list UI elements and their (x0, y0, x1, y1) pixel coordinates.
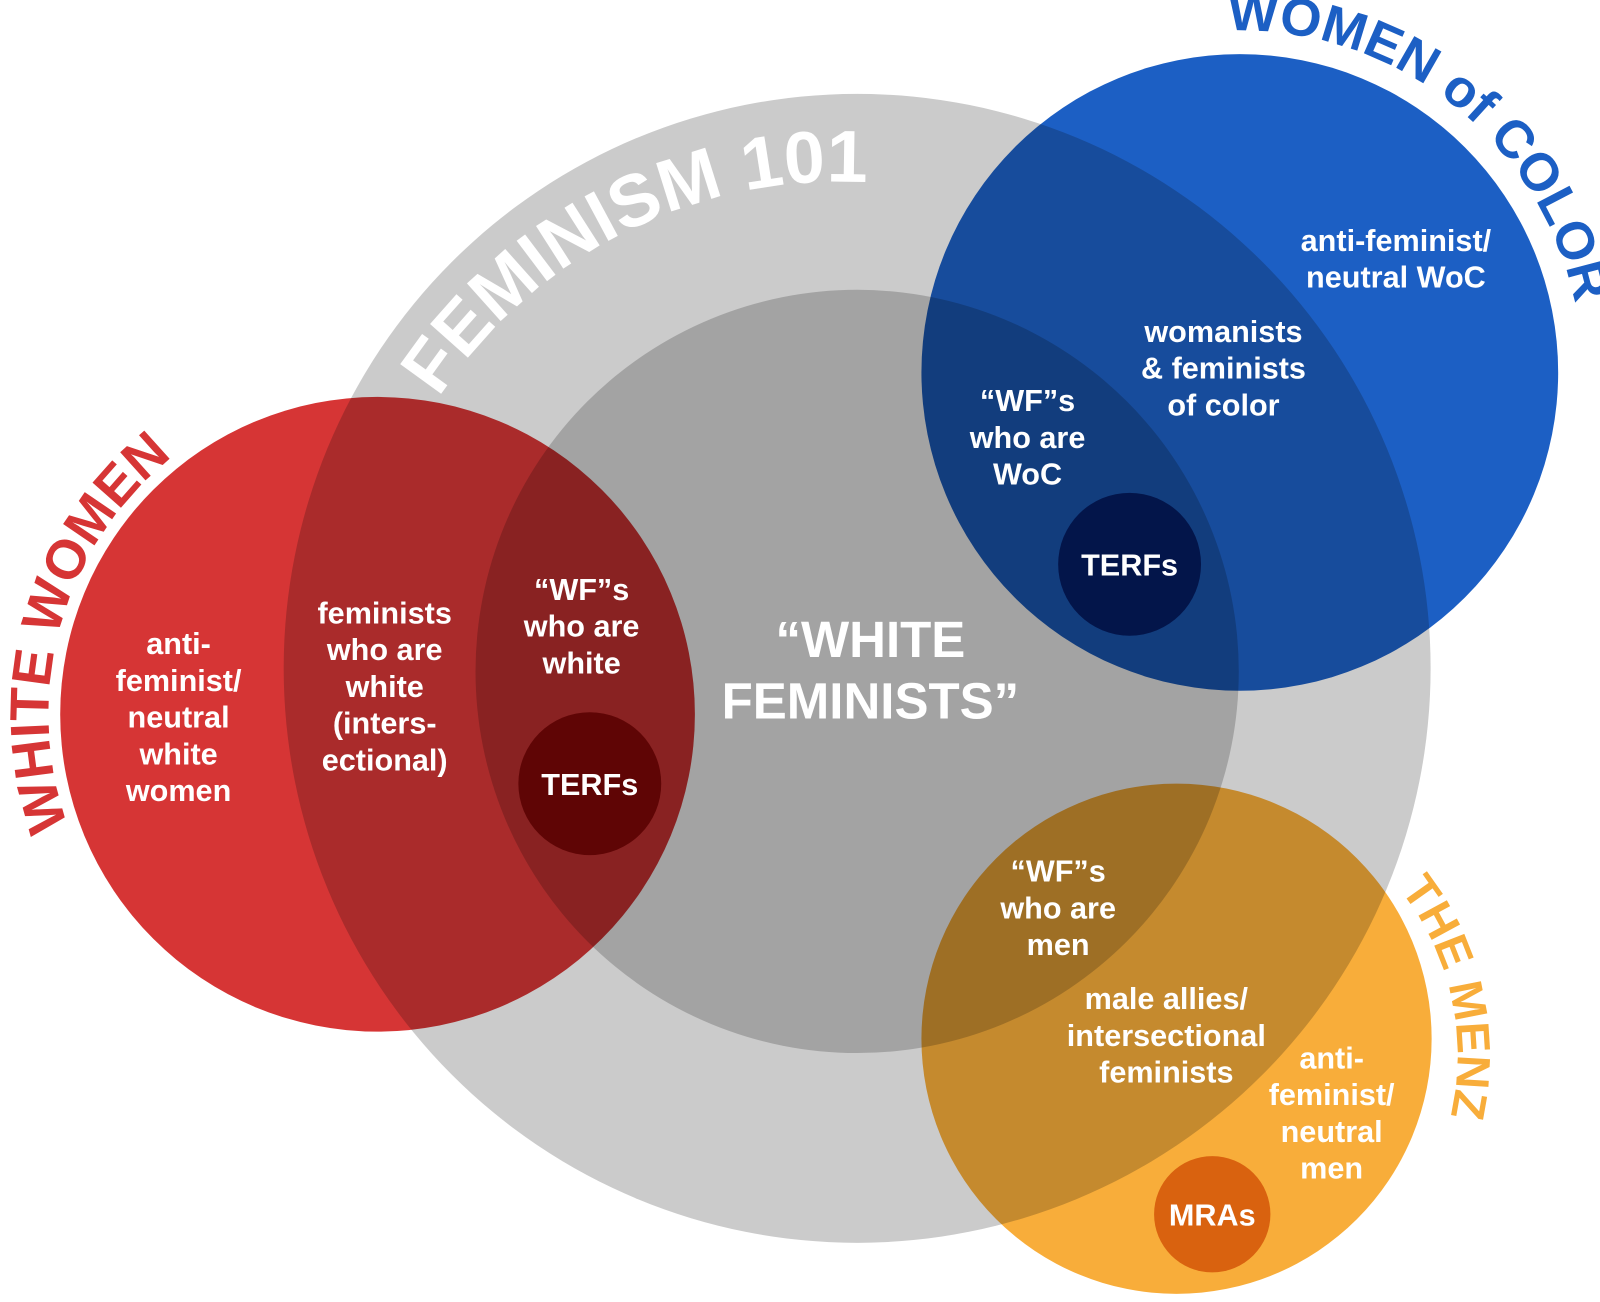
label-line: neutral WoC (1306, 261, 1486, 295)
subset-circle-terfs-woc (1058, 492, 1202, 636)
subset-label-terfs-white: TERFs (541, 768, 638, 802)
label-line: feminists (1099, 1056, 1233, 1090)
label-line: who are (326, 633, 443, 667)
set-circle-white-women (60, 396, 695, 1032)
region-label-antifem-white: anti-feminist/neutral white women (116, 627, 242, 808)
label-line: FEMINISTS” (722, 672, 1020, 729)
label-line: neutral (1281, 1115, 1383, 1149)
region-label-womanists: womanists & feminists of color (1141, 315, 1306, 422)
subset-label-mras: MRAs (1169, 1198, 1256, 1232)
label-line: feminist/ (1269, 1078, 1395, 1112)
region-label-antifem-woc: anti-feminist/neutral WoC (1301, 224, 1492, 295)
region-label-male-allies: male allies/intersectional feminists (1067, 982, 1266, 1089)
label-line: “WF”s (980, 384, 1075, 418)
label-line: womanists (1143, 315, 1302, 349)
label-line: women (125, 774, 231, 808)
region-label-fem-white: feminists who are white (inters-ectional) (317, 596, 451, 777)
region-label-wf-white: “WF”s who are white (523, 573, 640, 680)
label-line: feminists (317, 596, 451, 630)
subset-circle-terfs-white (518, 712, 662, 856)
label-line: “WF”s (534, 573, 629, 607)
label-line: who are (969, 421, 1086, 455)
label-line: white (345, 670, 424, 704)
label-line: anti-feminist/ (1301, 224, 1492, 258)
label-line: feminist/ (116, 664, 242, 698)
label-line: men (1300, 1152, 1363, 1186)
subset-circle-mras (1154, 1156, 1271, 1273)
subset-label-terfs-woc: TERFs (1081, 548, 1178, 582)
region-label-wf-woc: “WF”s who are WoC (969, 384, 1086, 491)
label-line: WoC (993, 458, 1062, 492)
label-line: anti- (146, 627, 211, 661)
label-line: who are (523, 610, 640, 644)
label-line: (inters- (333, 707, 437, 741)
label-line: white (138, 737, 217, 771)
label-line: neutral (128, 701, 230, 735)
region-label-antifem-men: anti-feminist/neutral men (1269, 1041, 1395, 1185)
set-shapes (60, 54, 1559, 1294)
set-circle-menz (921, 783, 1432, 1294)
label-line: & feminists (1141, 352, 1306, 386)
label-line: who are (999, 891, 1116, 925)
label-line: intersectional (1067, 1019, 1266, 1053)
label-line: anti- (1299, 1041, 1364, 1075)
region-label-wf-men: “WF”s who are men (999, 855, 1116, 962)
label-line: white (542, 646, 621, 680)
label-line: men (1027, 928, 1090, 962)
label-line: of color (1167, 388, 1279, 422)
region-label-white-feminists: “WHITE FEMINISTS” (722, 611, 1020, 729)
label-line: male allies/ (1085, 982, 1249, 1016)
label-line: “WF”s (1011, 855, 1106, 889)
label-line: ectional) (322, 743, 448, 777)
label-line: “WHITE (776, 611, 966, 668)
